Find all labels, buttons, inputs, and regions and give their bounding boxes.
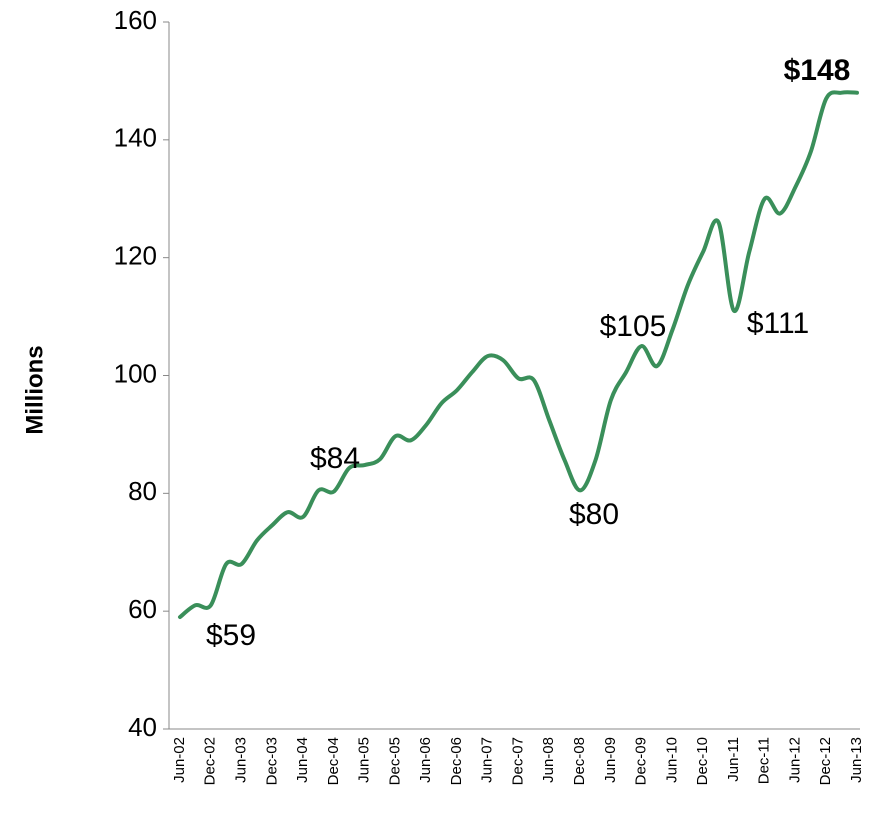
x-tick-label: Jun-09 (602, 737, 619, 783)
y-tick-label: 140 (114, 123, 157, 153)
x-tick-label: Jun-11 (725, 737, 742, 782)
x-tick-label: Dec-08 (571, 737, 588, 785)
x-tick-label: Dec-12 (817, 737, 834, 785)
y-tick-label: 160 (114, 5, 157, 35)
annotation: $84 (310, 442, 360, 475)
annotation: $80 (569, 498, 619, 531)
x-tick-label: Jun-13 (848, 737, 865, 783)
x-tick-label: Dec-06 (448, 737, 465, 785)
x-tick-label: Dec-04 (325, 737, 342, 785)
x-tick-label: Dec-05 (386, 737, 403, 785)
series-line (178, 90, 859, 620)
y-tick-label: 60 (128, 594, 157, 624)
x-tick-label: Jun-06 (417, 737, 434, 783)
x-tick-label: Dec-03 (263, 737, 280, 785)
x-tick-label: Jun-10 (663, 737, 680, 783)
annotation: $59 (206, 619, 256, 652)
x-tick-label: Dec-10 (694, 737, 711, 785)
x-tick-label: Jun-07 (479, 737, 496, 783)
x-tick-label: Dec-09 (633, 737, 650, 785)
y-axis-label: Millions (21, 345, 48, 434)
annotation: $111 (747, 307, 809, 340)
x-tick-label: Jun-02 (171, 737, 188, 783)
x-tick-label: Jun-05 (356, 737, 373, 783)
x-tick-label: Jun-12 (786, 737, 803, 783)
x-tick-label: Dec-02 (202, 737, 219, 785)
y-tick-label: 80 (128, 476, 157, 506)
x-tick-label: Dec-07 (509, 737, 526, 785)
x-tick-label: Jun-03 (233, 737, 250, 783)
x-tick-label: Jun-08 (540, 737, 557, 783)
y-tick-label: 40 (128, 712, 157, 742)
annotation: $105 (600, 310, 667, 343)
y-tick-label: 120 (114, 241, 157, 271)
x-tick-label: Jun-04 (294, 737, 311, 783)
annotation: $148 (784, 54, 851, 87)
x-tick-label: Dec-11 (756, 737, 773, 784)
y-tick-label: 100 (114, 358, 157, 388)
